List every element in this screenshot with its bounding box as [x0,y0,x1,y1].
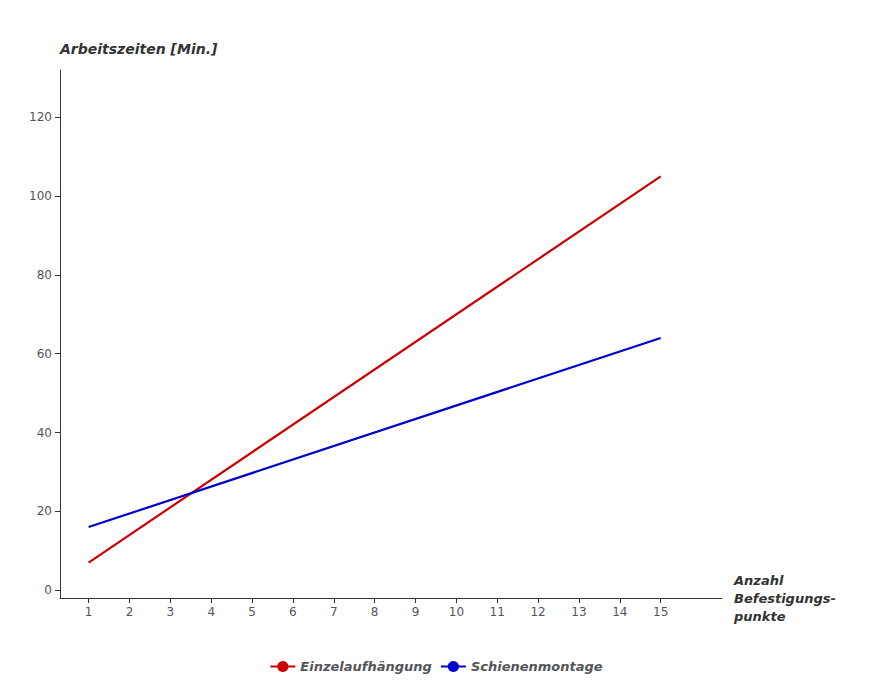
svg-text:20: 20 [37,504,52,518]
svg-text:7: 7 [330,605,338,619]
svg-text:40: 40 [37,426,52,440]
svg-text:Schienenmontage: Schienenmontage [471,659,603,674]
svg-text:1: 1 [85,605,93,619]
svg-text:120: 120 [29,110,52,124]
svg-text:10: 10 [449,605,464,619]
svg-text:13: 13 [571,605,586,619]
svg-text:15: 15 [653,605,668,619]
svg-text:4: 4 [207,605,215,619]
svg-text:Anzahl: Anzahl [733,573,784,588]
svg-text:8: 8 [371,605,379,619]
svg-text:11: 11 [490,605,505,619]
svg-text:80: 80 [37,268,52,282]
svg-text:Arbeitszeiten [Min.]: Arbeitszeiten [Min.] [59,41,218,57]
svg-text:9: 9 [412,605,420,619]
svg-text:punkte: punkte [733,609,786,624]
svg-text:100: 100 [29,189,52,203]
svg-text:Befestigungs-: Befestigungs- [734,591,836,606]
svg-text:14: 14 [612,605,627,619]
svg-text:5: 5 [248,605,256,619]
svg-text:6: 6 [289,605,297,619]
svg-text:Einzelaufhängung: Einzelaufhängung [300,659,432,674]
svg-text:0: 0 [44,583,52,597]
svg-text:3: 3 [167,605,175,619]
svg-text:60: 60 [37,347,52,361]
svg-text:12: 12 [530,605,545,619]
svg-text:2: 2 [126,605,134,619]
